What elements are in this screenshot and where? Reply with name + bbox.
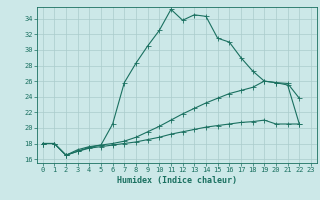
X-axis label: Humidex (Indice chaleur): Humidex (Indice chaleur) — [117, 176, 237, 185]
